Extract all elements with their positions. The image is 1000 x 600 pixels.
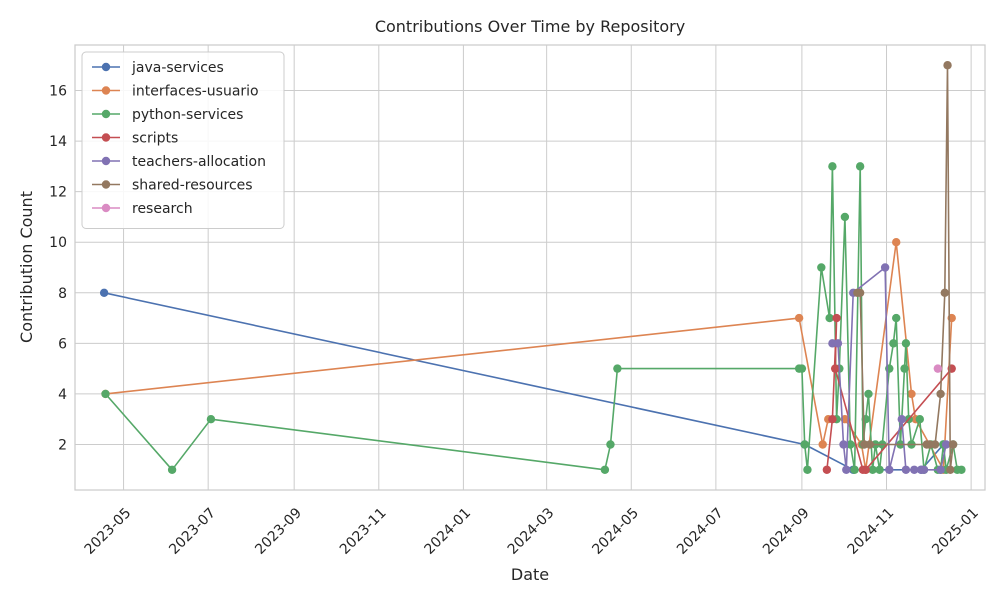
y-tick-label: 2 [58, 437, 67, 453]
data-point [600, 465, 610, 474]
data-point [840, 212, 850, 222]
legend-label: interfaces-usuario [132, 84, 259, 100]
data-point [794, 313, 804, 323]
data-point [930, 440, 940, 449]
data-point [167, 465, 177, 474]
data-point [864, 389, 873, 399]
data-point [947, 364, 956, 373]
data-point [865, 440, 875, 449]
data-point [936, 465, 945, 474]
data-point [822, 465, 832, 474]
y-axis-title: Contribution Count [17, 191, 36, 343]
data-point [941, 440, 951, 449]
data-point [892, 238, 901, 247]
series-layer [99, 61, 966, 474]
data-point [855, 288, 865, 297]
legend-box [81, 51, 285, 229]
x-axis-title: Date [511, 565, 549, 584]
data-point [957, 465, 966, 474]
y-tick-label: 4 [58, 387, 67, 403]
data-point [907, 389, 916, 399]
data-point [101, 389, 110, 399]
legend-entry: interfaces-usuario [92, 84, 259, 100]
data-point [850, 465, 859, 474]
data-point [936, 389, 945, 399]
y-tick-label: 6 [58, 336, 67, 352]
data-point [901, 465, 911, 474]
data-point [846, 440, 855, 449]
legend-entry: shared-resources [92, 178, 253, 194]
data-point [933, 364, 943, 373]
data-point [817, 263, 826, 272]
data-point [613, 364, 622, 373]
data-point [830, 364, 840, 373]
legend-entry: python-services [92, 107, 243, 123]
legend-label: research [132, 201, 193, 217]
data-point [946, 465, 955, 474]
data-point [885, 465, 894, 474]
legend-entry: teachers-allocation [92, 154, 266, 170]
data-point [875, 465, 884, 474]
data-point [910, 465, 919, 474]
legend-label: shared-resources [132, 178, 253, 194]
data-point [919, 465, 929, 474]
y-tick-label: 14 [49, 134, 67, 150]
y-tick-label: 16 [49, 84, 67, 100]
series-teachers-allocation [828, 263, 951, 474]
legend-marker [101, 156, 111, 166]
legend: java-services interfaces-usuario python-se… [81, 51, 285, 229]
legend-marker [101, 62, 111, 72]
legend-marker [101, 86, 111, 95]
data-point [901, 339, 911, 348]
legend-entry: scripts [92, 131, 178, 147]
legend-entry: java-services [92, 60, 224, 76]
series-line [104, 165, 962, 471]
data-point [943, 61, 952, 70]
legend-entry: research [92, 201, 193, 217]
data-point [880, 263, 890, 272]
series-research [933, 364, 943, 373]
data-point [800, 440, 809, 449]
legend-label: teachers-allocation [132, 154, 266, 170]
data-point [842, 465, 851, 474]
data-point [900, 364, 909, 373]
series-shared-resources [853, 61, 958, 474]
legend-marker [101, 203, 111, 213]
data-point [839, 440, 848, 449]
legend-marker [101, 180, 111, 189]
data-point [868, 465, 877, 474]
data-point [855, 162, 865, 171]
legend-marker [101, 109, 111, 119]
legend-label: scripts [132, 131, 178, 147]
series-scripts [822, 313, 956, 474]
data-point [828, 162, 837, 171]
y-tick-label: 12 [49, 185, 67, 201]
data-point [606, 440, 615, 449]
data-point [825, 313, 834, 323]
data-point [897, 415, 906, 424]
data-point [892, 313, 901, 323]
plot-frame [74, 44, 986, 491]
data-point [948, 440, 958, 449]
data-point [797, 364, 807, 373]
data-point [861, 465, 870, 474]
data-point [99, 288, 109, 297]
chart-title: Contributions Over Time by Repository [375, 17, 685, 36]
data-point [889, 339, 898, 348]
data-point [833, 339, 843, 348]
data-point [206, 415, 216, 424]
data-point [828, 415, 837, 424]
legend-label: java-services [131, 60, 224, 76]
data-point [940, 288, 949, 297]
data-point [818, 440, 827, 449]
data-point [803, 465, 812, 474]
data-point [832, 313, 841, 323]
data-point [915, 415, 925, 424]
legend-marker [101, 133, 111, 142]
legend-label: python-services [132, 107, 243, 123]
y-tick-label: 10 [49, 235, 67, 251]
y-tick-label: 8 [58, 286, 67, 302]
